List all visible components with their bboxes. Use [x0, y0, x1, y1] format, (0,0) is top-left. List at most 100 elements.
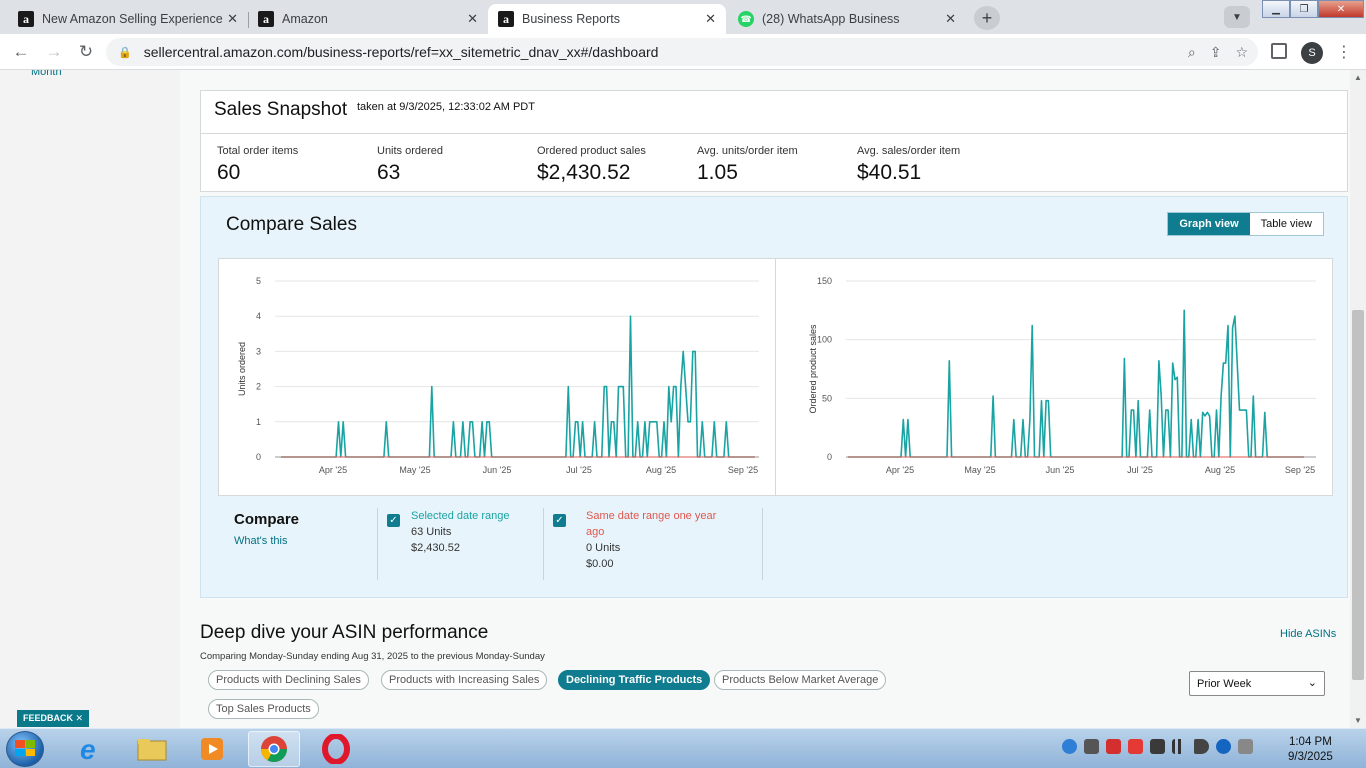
new-tab-button[interactable]: + — [974, 6, 1000, 30]
x-tick-label: Jul '25 — [566, 465, 592, 475]
side-panel-icon[interactable] — [1271, 43, 1287, 59]
tab-whatsapp-business[interactable]: ☎ (28) WhatsApp Business ✕ — [728, 4, 966, 34]
last-year-label: Same date range one year — [586, 510, 717, 522]
profile-avatar[interactable]: S — [1301, 42, 1323, 64]
compare-sales-panel: Compare Sales Graph view Table view 0 1 2 3… — [200, 196, 1348, 598]
action-center-icon[interactable] — [1238, 739, 1253, 754]
ordered-product-sales-chart: 0 50 100 150 Ordered product sales Apr '25 May… — [808, 276, 1316, 475]
hide-asins-link[interactable]: Hide ASINs — [1280, 628, 1337, 640]
close-icon[interactable]: ✕ — [227, 11, 238, 26]
y-tick-label: 3 — [256, 346, 261, 356]
tab-new-amazon-selling-experience[interactable]: a New Amazon Selling Experience ✕ — [8, 4, 248, 34]
system-tray — [1062, 739, 1253, 754]
selected-range-label: Selected date range — [411, 510, 510, 522]
bookmark-star-icon[interactable]: ☆ — [1235, 43, 1248, 60]
windows-logo-icon — [15, 740, 35, 756]
filter-increasing-sales[interactable]: Products with Increasing Sales — [381, 670, 548, 690]
close-icon[interactable]: ✕ — [467, 11, 478, 26]
clock-time: 1:04 PM — [1288, 736, 1332, 748]
x-tick-label: Apr '25 — [319, 465, 347, 475]
period-select-value: Prior Week — [1197, 678, 1252, 690]
tab-amazon[interactable]: a Amazon ✕ — [248, 4, 488, 34]
address-bar[interactable]: 🔒 sellercentral.amazon.com/business-repo… — [106, 38, 1258, 66]
compare-sales-title: Compare Sales — [226, 214, 357, 235]
close-icon[interactable]: ✕ — [945, 11, 956, 26]
scroll-down-icon[interactable]: ▼ — [1354, 716, 1362, 725]
nav-item-month[interactable]: Month — [31, 70, 62, 78]
file-explorer-taskbar-button[interactable] — [126, 731, 178, 767]
bluetooth-icon[interactable] — [1216, 739, 1231, 754]
graph-view-button[interactable]: Graph view — [1168, 213, 1250, 235]
reload-button[interactable]: ↻ — [78, 42, 94, 61]
tab-title: Business Reports — [522, 12, 620, 26]
chrome-taskbar-button[interactable] — [248, 731, 300, 767]
x-tick-label: Jun '25 — [483, 465, 512, 475]
metric-avg-sales-per-order-item: Avg. sales/order item $40.51 — [857, 145, 960, 185]
amazon-icon: a — [18, 11, 34, 27]
tray-app-icon[interactable] — [1062, 739, 1077, 754]
y-tick-label: 100 — [817, 335, 832, 345]
last-year-sales: $0.00 — [586, 558, 614, 570]
selected-range-checkbox[interactable]: ✓ — [387, 514, 400, 527]
window-controls: ▁ ❐ ✕ — [1262, 0, 1364, 20]
y-tick-label: 2 — [256, 382, 261, 392]
x-tick-label: May '25 — [399, 465, 430, 475]
tab-search-button[interactable]: ▼ — [1224, 6, 1250, 28]
metric-value: $2,430.52 — [537, 161, 631, 184]
metric-value: 63 — [377, 161, 401, 184]
chrome-icon — [260, 736, 288, 763]
y-tick-label: 5 — [256, 276, 261, 286]
y-axis-label: Ordered product sales — [808, 324, 818, 414]
minimize-button[interactable]: ▁ — [1262, 0, 1290, 18]
deep-dive-subtitle: Comparing Monday-Sunday ending Aug 31, 2… — [200, 651, 545, 662]
filter-declining-traffic[interactable]: Declining Traffic Products — [558, 670, 711, 690]
media-player-taskbar-button[interactable] — [186, 731, 238, 767]
window-close-button[interactable]: ✕ — [1318, 0, 1364, 18]
filter-top-sales[interactable]: Top Sales Products — [208, 699, 319, 719]
scroll-up-icon[interactable]: ▲ — [1354, 73, 1362, 82]
metric-value: 1.05 — [697, 161, 738, 184]
start-button[interactable] — [6, 731, 44, 767]
last-year-checkbox[interactable]: ✓ — [553, 514, 566, 527]
maximize-button[interactable]: ❐ — [1290, 0, 1318, 18]
zoom-icon[interactable]: ⌕ — [1187, 43, 1196, 60]
metric-ordered-product-sales: Ordered product sales $2,430.52 — [537, 145, 646, 185]
chevron-down-icon: ⌄ — [1307, 677, 1317, 689]
taskbar-clock[interactable]: 1:04 PM 9/3/2025 — [1288, 735, 1333, 765]
filter-declining-sales[interactable]: Products with Declining Sales — [208, 670, 369, 690]
main-content: Sales Snapshot taken at 9/3/2025, 12:33:… — [180, 70, 1350, 728]
forward-button[interactable]: → — [45, 42, 63, 61]
metric-label: Ordered product sales — [537, 145, 646, 157]
browser-menu-icon[interactable]: ⋮ — [1336, 44, 1352, 61]
share-icon[interactable]: ⇪ — [1209, 43, 1222, 60]
feedback-button[interactable]: FEEDBACK ✕ — [17, 710, 90, 727]
x-tick-label: Apr '25 — [886, 465, 914, 475]
volume-icon[interactable] — [1194, 739, 1209, 754]
tab-business-reports[interactable]: a Business Reports ✕ — [488, 4, 726, 34]
whats-this-link[interactable]: What's this — [234, 535, 288, 547]
signal-icon[interactable] — [1172, 739, 1187, 754]
tray-network-drive-icon[interactable] — [1084, 739, 1099, 754]
whatsapp-icon: ☎ — [738, 11, 754, 27]
tray-media-icon[interactable] — [1150, 739, 1165, 754]
opera-taskbar-button[interactable] — [310, 731, 362, 767]
tray-recorder-icon[interactable] — [1128, 739, 1143, 754]
page-scrollbar[interactable]: ▲ ▼ — [1350, 70, 1366, 728]
tray-acrobat-icon[interactable] — [1106, 739, 1121, 754]
deep-dive-title: Deep dive your ASIN performance — [200, 622, 489, 643]
x-tick-label: Aug '25 — [1205, 465, 1235, 475]
period-select[interactable]: Prior Week ⌄ — [1189, 671, 1325, 696]
close-icon[interactable]: ✕ — [705, 11, 716, 26]
metric-label: Avg. units/order item — [697, 145, 798, 157]
internet-explorer-taskbar-button[interactable]: e — [64, 731, 116, 767]
x-tick-label: Sep '25 — [1285, 465, 1315, 475]
amazon-icon: a — [258, 11, 274, 27]
y-axis-label: Units ordered — [237, 342, 247, 396]
page-viewport: Month FEEDBACK ✕ Sales Snapshot taken at… — [0, 70, 1350, 728]
table-view-button[interactable]: Table view — [1249, 213, 1323, 235]
compare-legend-title: Compare — [234, 511, 300, 528]
back-button[interactable]: ← — [12, 42, 30, 61]
filter-below-market-average[interactable]: Products Below Market Average — [714, 670, 887, 690]
scrollbar-thumb[interactable] — [1352, 310, 1364, 680]
tab-title: (28) WhatsApp Business — [762, 12, 900, 26]
